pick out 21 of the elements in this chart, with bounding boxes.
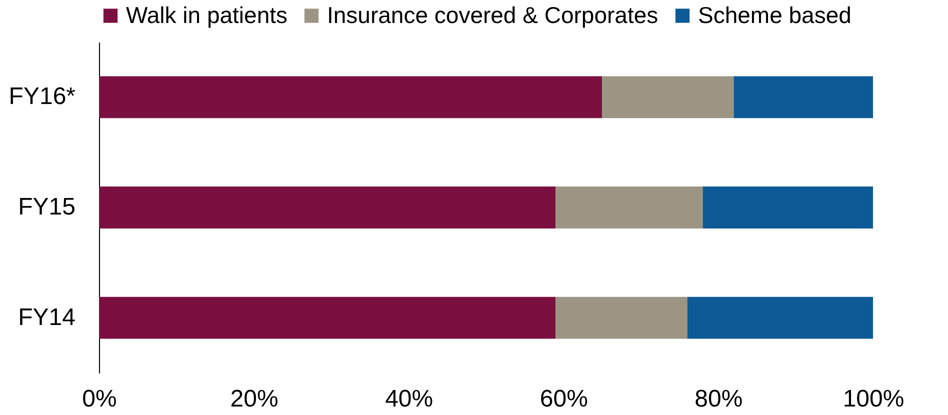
bar: [99, 76, 602, 118]
y-tick-label: FY14: [18, 304, 76, 331]
bar: [702, 186, 873, 228]
x-tick-label: 60%: [540, 386, 588, 412]
x-tick-label: 20%: [230, 386, 278, 412]
y-tick-label: FY16*: [8, 83, 76, 110]
bar: [99, 186, 556, 228]
bar: [602, 76, 734, 118]
bar: [734, 76, 873, 118]
bar: [687, 296, 873, 339]
legend-label: Walk in patients: [126, 2, 288, 28]
bar: [99, 296, 556, 339]
legend-label: Scheme based: [698, 2, 852, 28]
x-tick-label: 0%: [82, 386, 117, 412]
x-tick-label: 80%: [694, 386, 743, 412]
y-tick-label: FY15: [18, 194, 76, 220]
bar: [556, 186, 703, 228]
x-tick-label: 40%: [385, 386, 434, 412]
x-tick-label: 100%: [842, 386, 904, 412]
bar: [556, 296, 688, 339]
legend-label: Insurance covered & Corporates: [327, 2, 658, 28]
